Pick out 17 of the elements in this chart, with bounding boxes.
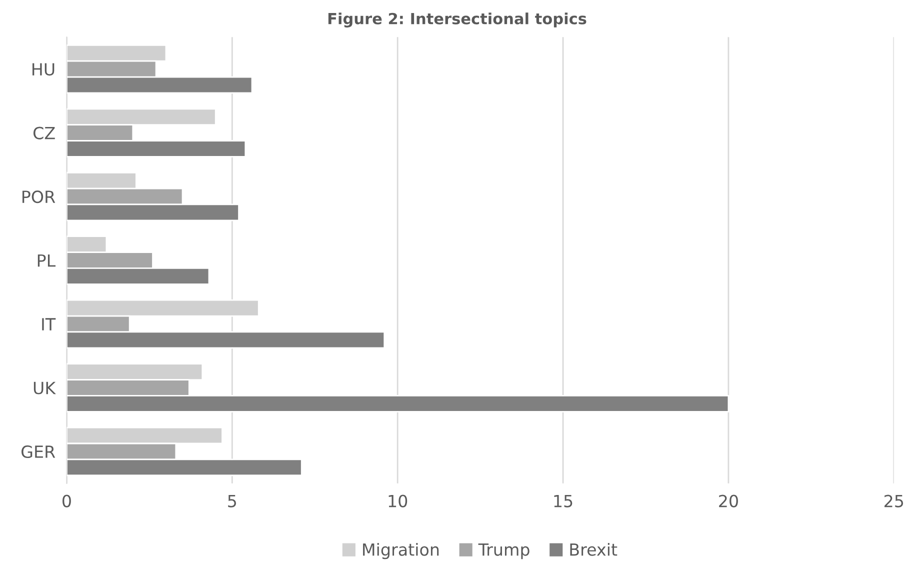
y-tick-label: PL bbox=[38, 254, 56, 267]
y-tick-label: UK bbox=[34, 382, 56, 394]
legend-label: Trump bbox=[478, 543, 530, 560]
x-tick-label: 10 bbox=[388, 494, 408, 508]
legend-label: Brexit bbox=[570, 542, 618, 556]
x-tick-label: 25 bbox=[884, 494, 904, 508]
x-tick-label: 0 bbox=[62, 494, 71, 508]
chart-title: Figure 2: Intersectional topics bbox=[328, 12, 586, 28]
y-tick-label: CZ bbox=[33, 126, 55, 140]
y-tick-label: HU bbox=[32, 63, 54, 76]
x-tick-label: 20 bbox=[719, 494, 738, 508]
y-tick-label: IT bbox=[42, 318, 56, 330]
y-tick-label: GER bbox=[22, 445, 56, 458]
x-tick-label: 15 bbox=[554, 494, 572, 508]
y-tick-label: POR bbox=[22, 190, 56, 204]
legend-label: Migration bbox=[363, 542, 439, 560]
x-tick-label: 5 bbox=[228, 494, 236, 508]
